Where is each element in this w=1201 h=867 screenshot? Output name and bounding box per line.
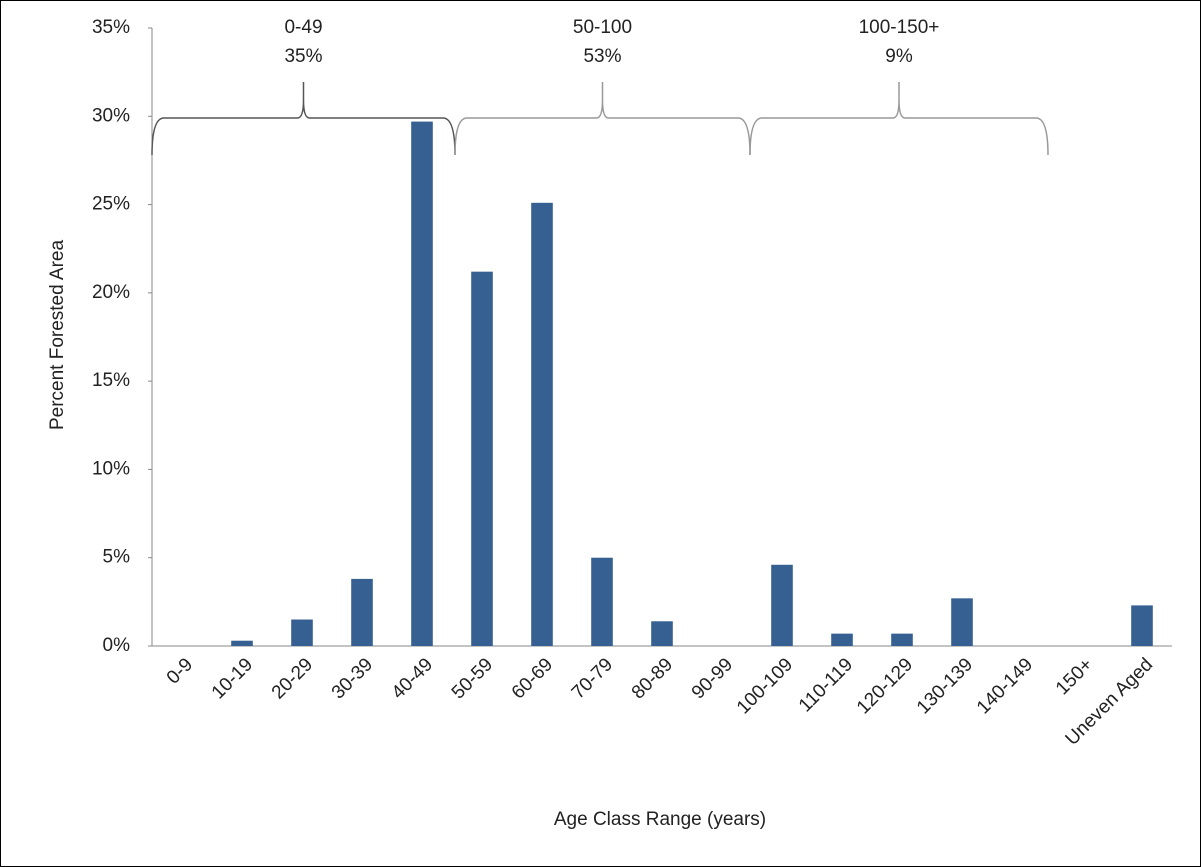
annotation-range: 100-150+ (859, 17, 940, 38)
y-axis-title: Percent Forested Area (47, 240, 68, 431)
bar (531, 202, 553, 646)
bar (831, 633, 853, 646)
bar (591, 557, 613, 646)
y-tick-label: 0% (103, 635, 131, 656)
bar (1131, 605, 1153, 646)
y-tick-label: 10% (92, 458, 130, 479)
annotation-share: 53% (583, 46, 621, 67)
annotation-range: 50-100 (573, 17, 632, 38)
annotation-share: 35% (284, 46, 322, 67)
bar (291, 619, 313, 646)
bar (411, 121, 433, 646)
annotation-range: 0-49 (284, 17, 322, 38)
y-tick-label: 30% (92, 105, 130, 126)
bar (891, 633, 913, 646)
bar (471, 271, 493, 646)
y-tick-label: 15% (92, 370, 130, 391)
bar (951, 598, 973, 646)
bar (351, 578, 373, 646)
bracket (151, 82, 456, 156)
bar (771, 564, 793, 646)
y-tick-label: 20% (92, 282, 130, 303)
bar (651, 621, 673, 646)
y-tick-label: 5% (103, 547, 131, 568)
y-tick-label: 35% (92, 17, 130, 38)
annotation-share: 9% (885, 46, 913, 67)
bar (231, 640, 253, 646)
bracket (454, 82, 751, 156)
x-axis-title: Age Class Range (years) (554, 809, 766, 830)
y-tick-label: 25% (92, 194, 130, 215)
bracket (749, 82, 1049, 156)
